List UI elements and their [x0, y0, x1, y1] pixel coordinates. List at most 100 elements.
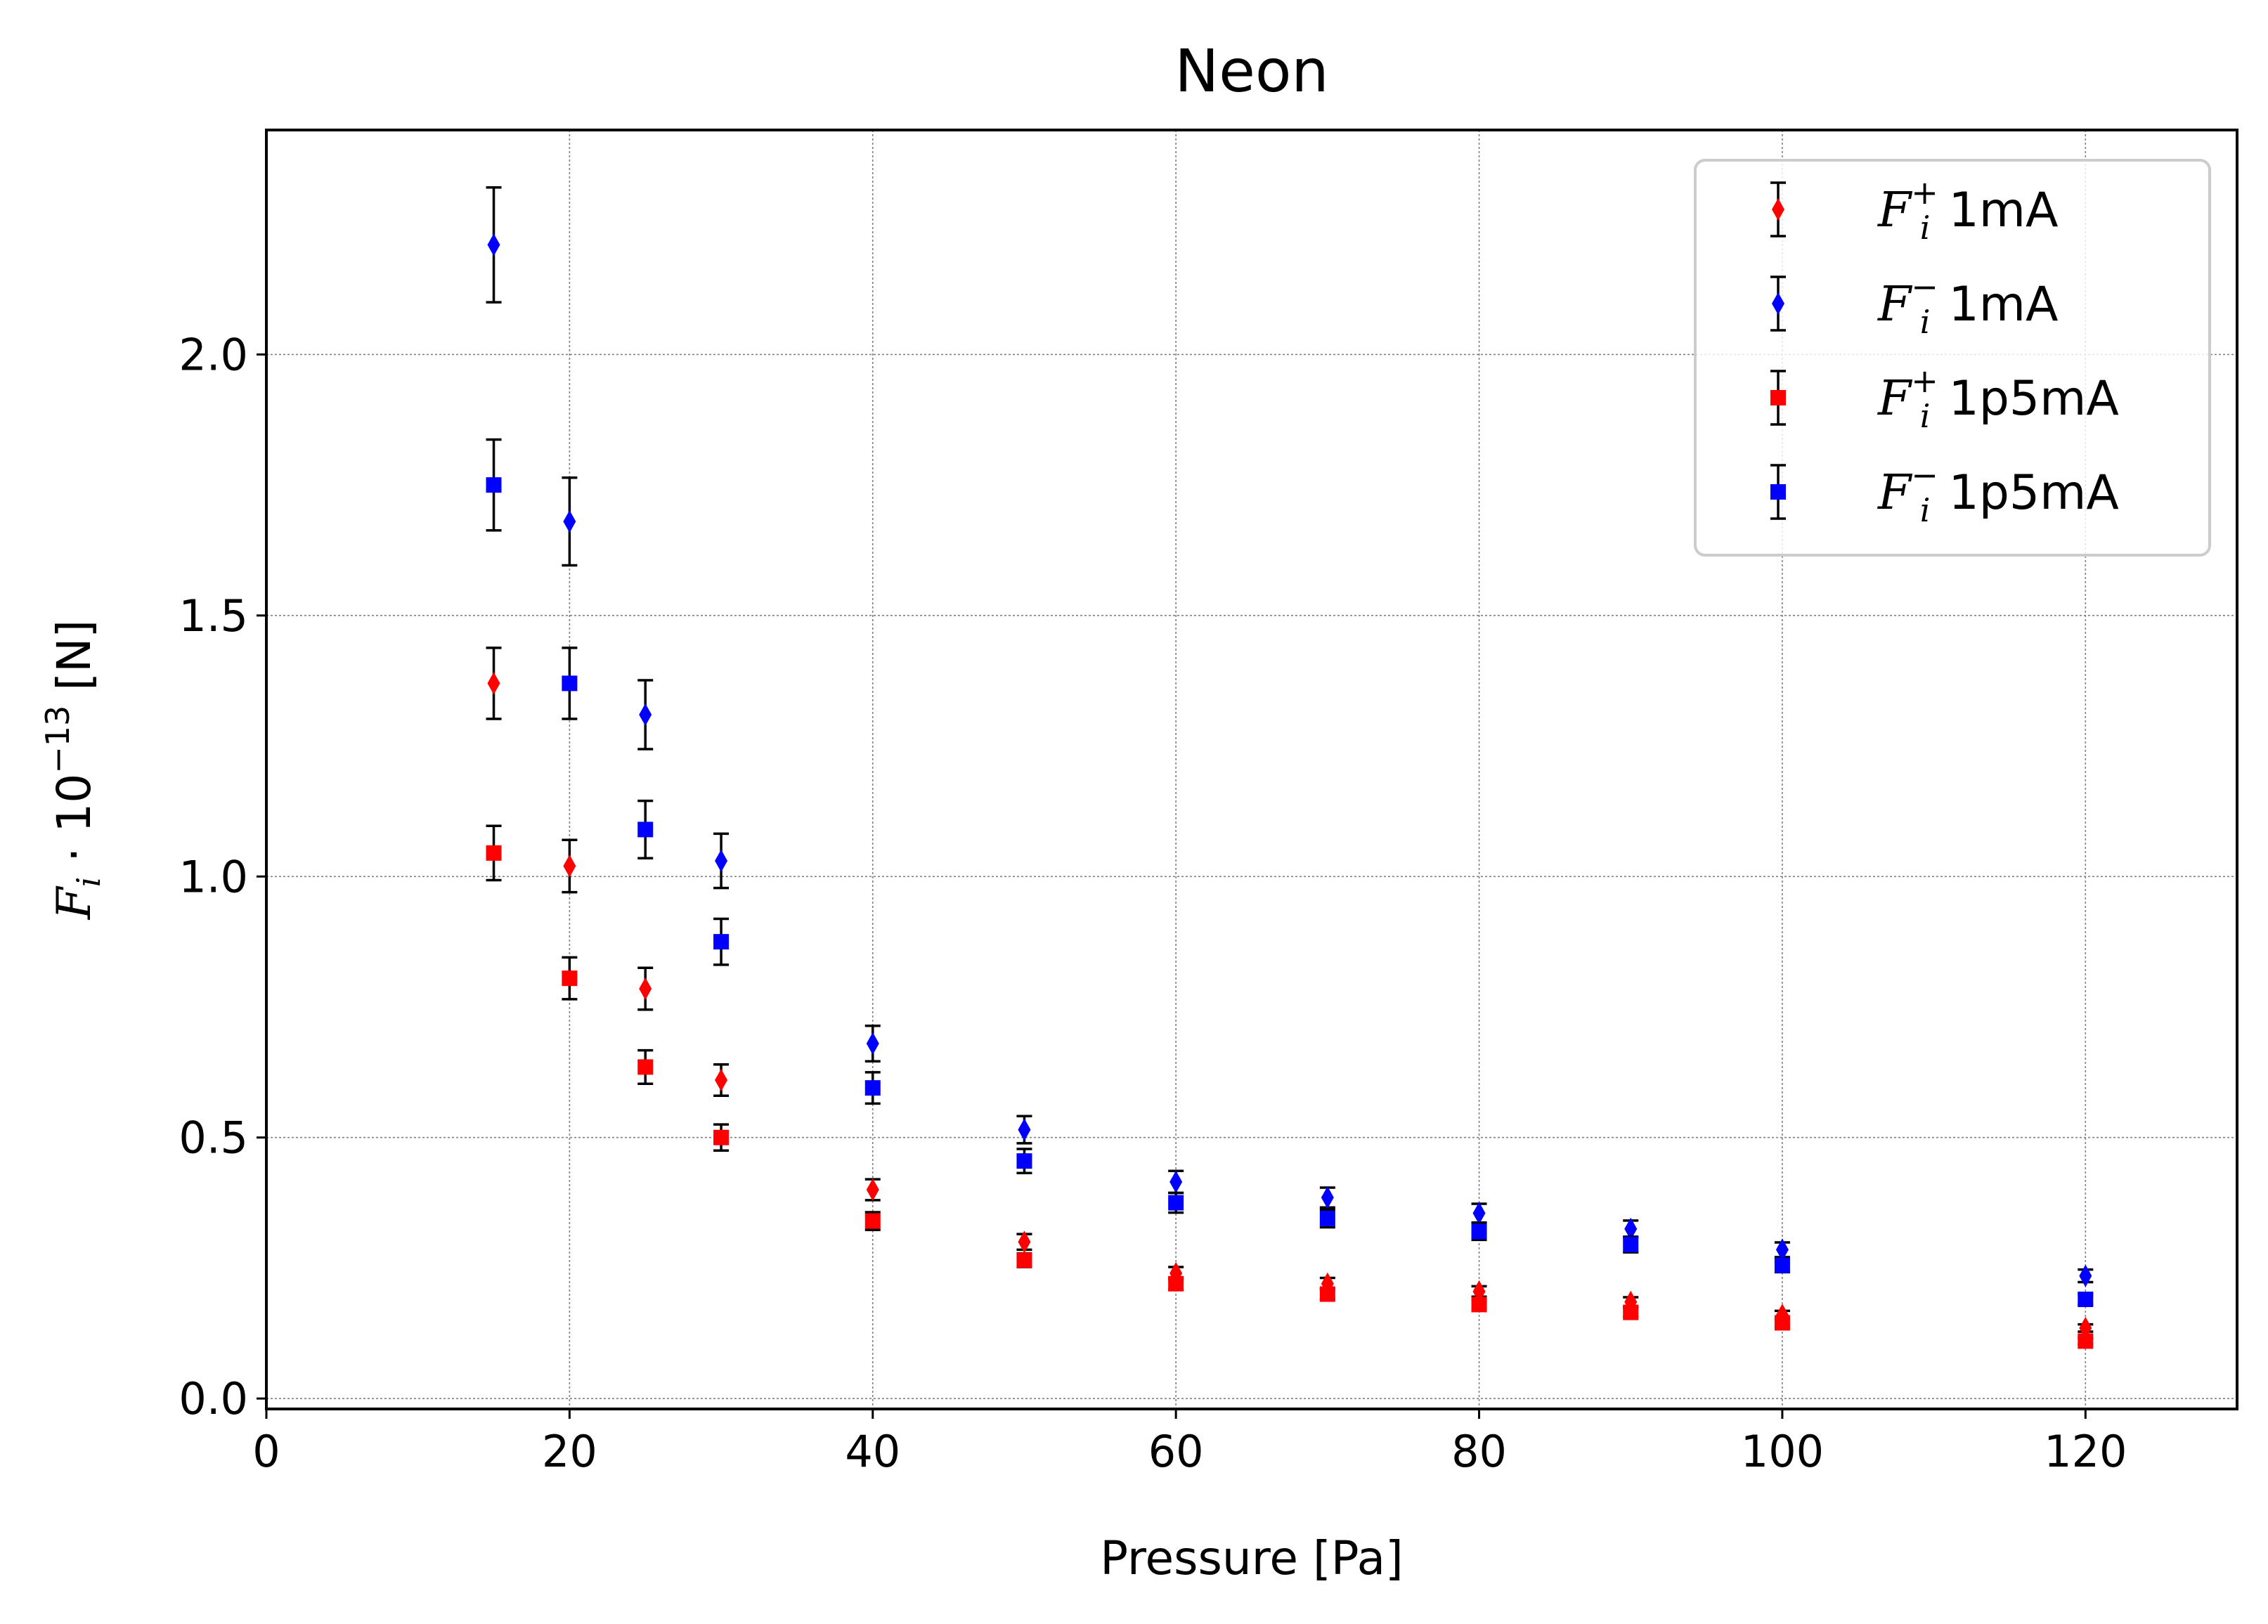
data-point [2078, 1292, 2094, 1307]
square-marker [864, 1080, 881, 1096]
data-point [864, 1178, 881, 1202]
legend-label-text: 1p5mA [1948, 371, 2118, 427]
data-point [1016, 1252, 1032, 1268]
data-point [637, 679, 654, 751]
plot-area [486, 186, 2094, 1349]
data-point [562, 647, 578, 720]
legend-label: F− i 1mA [1877, 268, 2058, 341]
legend-entry-4: F− i 1p5mA [1770, 456, 2119, 529]
data-point [637, 966, 654, 1011]
legend-label: F− i 1p5mA [1877, 456, 2119, 529]
diamond-marker [563, 510, 576, 533]
diamond-marker [563, 855, 576, 878]
square-marker [1319, 1210, 1335, 1226]
x-tick-label: 40 [845, 1426, 900, 1477]
diamond-marker [1018, 1230, 1031, 1254]
legend-label-superscript: + [1911, 174, 1938, 212]
data-point [1319, 1186, 1335, 1209]
data-point [864, 1024, 881, 1063]
square-marker [1774, 1257, 1790, 1273]
square-marker [1774, 1315, 1790, 1331]
square-marker [1016, 1153, 1032, 1169]
data-point [562, 838, 578, 894]
diamond-marker [1018, 1118, 1031, 1141]
y-axis-label-unit: [N] [47, 620, 101, 706]
square-marker [562, 970, 578, 987]
legend-diamond-marker [1772, 198, 1784, 221]
y-axis-label-symbol: F [47, 885, 101, 920]
y-axis-label-exponent: −13 [39, 706, 77, 774]
legend-frame [1694, 159, 2211, 557]
y-axis-label-multiplier: · 10 [47, 774, 101, 877]
data-point [1471, 1221, 1487, 1242]
square-marker [637, 1059, 654, 1075]
legend-entry-2: F− i 1mA [1770, 268, 2058, 341]
data-point [713, 1063, 730, 1098]
legend-square-marker [1770, 484, 1786, 500]
data-point [713, 832, 730, 890]
legend-label-text: 1mA [1948, 277, 2058, 332]
data-point [1774, 1315, 1790, 1331]
data-point [713, 1123, 730, 1152]
data-point [864, 1211, 881, 1231]
square-marker [486, 477, 502, 493]
diamond-marker [639, 703, 652, 726]
data-point [486, 186, 502, 304]
diamond-marker [866, 1178, 879, 1201]
data-point [1623, 1304, 1639, 1320]
diamond-marker [715, 850, 728, 872]
diamond-marker [866, 1032, 879, 1055]
y-axis-label: Fi · 10−13 [N] [39, 620, 108, 920]
y-tick-label: 0.0 [179, 1373, 248, 1424]
square-marker [2078, 1292, 2094, 1307]
chart-title: Neon [1174, 37, 1328, 105]
diamond-marker [715, 1069, 728, 1091]
x-tick-label: 60 [1148, 1426, 1204, 1477]
data-point [2078, 1264, 2094, 1287]
data-point [864, 1071, 881, 1105]
square-marker [2078, 1333, 2094, 1349]
data-point [562, 956, 578, 1001]
square-marker [1623, 1304, 1639, 1320]
square-marker [864, 1213, 881, 1229]
data-point [1319, 1208, 1335, 1229]
square-marker [1168, 1195, 1184, 1211]
ticks: 0 20 40 60 80 100 120 0.0 0.5 1.0 1.5 2.0 [179, 329, 2127, 1477]
square-marker [713, 1129, 730, 1145]
legend-entry-1: F+ i 1mA [1770, 174, 2058, 247]
data-point [1623, 1217, 1639, 1240]
legend-label-subscript: i [1920, 303, 1931, 341]
data-point [1774, 1257, 1790, 1274]
legend-label-text: 1p5mA [1948, 465, 2118, 521]
legend-label-superscript: − [1911, 268, 1938, 306]
y-tick-label: 0.5 [179, 1112, 248, 1164]
data-point [1016, 1148, 1032, 1174]
legend-label-subscript: i [1920, 209, 1931, 247]
legend-label-symbol: F [1877, 277, 1913, 332]
legend-label-text: 1mA [1948, 183, 2058, 238]
diamond-marker [1775, 1238, 1789, 1261]
diamond-marker [487, 672, 500, 695]
y-tick-label: 1.0 [179, 851, 248, 902]
square-marker [1319, 1286, 1335, 1302]
legend-entry-3: F+ i 1p5mA [1770, 362, 2119, 435]
series-4 [486, 438, 2094, 1307]
diamond-marker [1624, 1217, 1638, 1240]
axes-frame [265, 129, 2238, 1410]
square-marker [1623, 1237, 1639, 1252]
data-point [486, 824, 502, 882]
x-tick-label: 80 [1451, 1426, 1507, 1477]
square-marker [562, 675, 578, 691]
data-point [1016, 1230, 1032, 1254]
legend-label-subscript: i [1920, 397, 1931, 435]
diamond-marker [1321, 1186, 1334, 1209]
diamond-marker [487, 233, 500, 256]
data-point [713, 917, 730, 966]
legend-label: F+ i 1p5mA [1877, 362, 2119, 435]
data-point [1774, 1238, 1790, 1261]
data-point [2078, 1333, 2094, 1349]
data-point [1016, 1115, 1032, 1145]
